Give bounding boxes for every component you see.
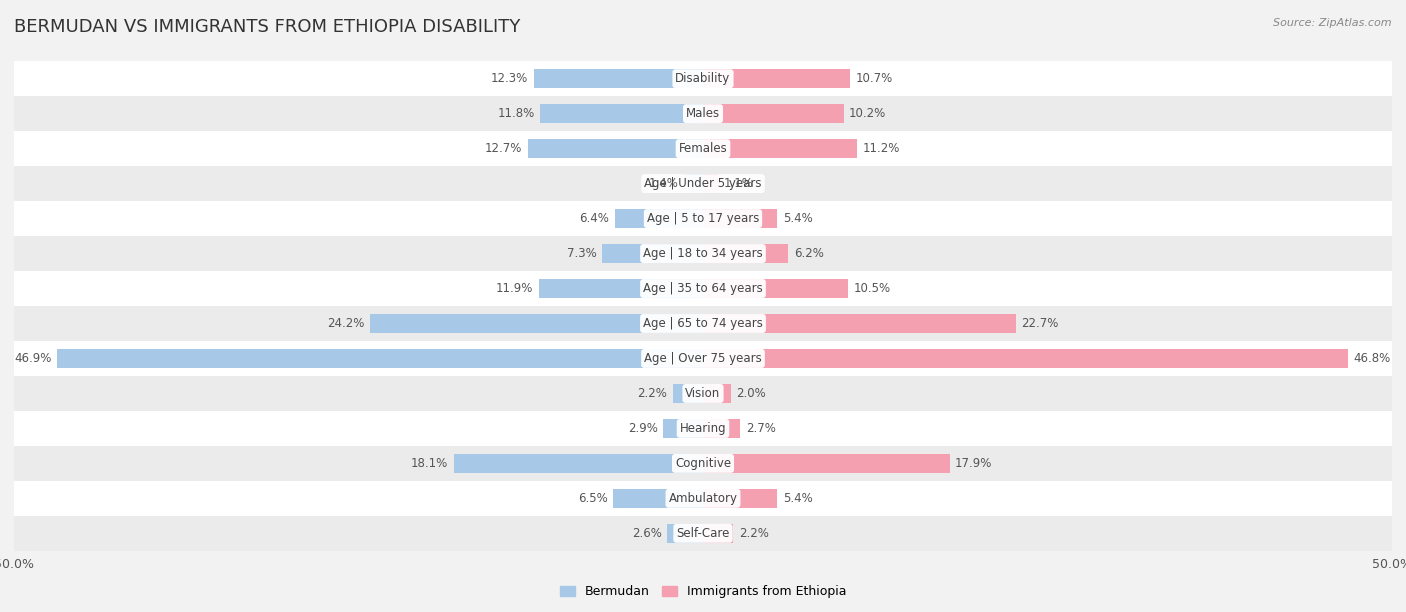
Text: 1.1%: 1.1% [724,177,754,190]
Bar [14,411,1392,446]
Bar [703,489,778,508]
Text: Males: Males [686,107,720,120]
Text: Source: ZipAtlas.com: Source: ZipAtlas.com [1274,18,1392,28]
Bar [533,69,703,88]
Bar [14,516,1392,551]
Bar [703,349,1348,368]
Text: Age | 35 to 64 years: Age | 35 to 64 years [643,282,763,295]
Text: 10.7%: 10.7% [856,72,893,85]
Text: 46.9%: 46.9% [14,352,51,365]
Bar [56,349,703,368]
Text: Vision: Vision [685,387,721,400]
Bar [703,453,949,473]
Bar [703,419,740,438]
Bar [664,419,703,438]
Bar [614,209,703,228]
Text: 10.2%: 10.2% [849,107,886,120]
Bar [14,61,1392,96]
Bar [14,341,1392,376]
Bar [703,244,789,263]
Text: 10.5%: 10.5% [853,282,890,295]
Text: 2.7%: 2.7% [745,422,776,435]
Text: 5.4%: 5.4% [783,492,813,505]
Bar [602,244,703,263]
Text: Age | 65 to 74 years: Age | 65 to 74 years [643,317,763,330]
Text: 2.2%: 2.2% [738,527,769,540]
Bar [538,279,703,298]
Text: Age | Over 75 years: Age | Over 75 years [644,352,762,365]
Text: 11.2%: 11.2% [863,142,900,155]
Bar [14,376,1392,411]
Text: 1.4%: 1.4% [648,177,678,190]
Text: 5.4%: 5.4% [783,212,813,225]
Bar [703,139,858,159]
Text: 17.9%: 17.9% [955,457,993,470]
Bar [529,139,703,159]
Text: 22.7%: 22.7% [1021,317,1059,330]
Text: 24.2%: 24.2% [326,317,364,330]
Text: 6.5%: 6.5% [578,492,607,505]
Text: 7.3%: 7.3% [567,247,598,260]
Text: 11.8%: 11.8% [498,107,534,120]
Text: 6.2%: 6.2% [794,247,824,260]
Bar [14,131,1392,166]
Text: Disability: Disability [675,72,731,85]
Bar [703,209,778,228]
Bar [703,524,734,543]
Text: 2.2%: 2.2% [637,387,668,400]
Text: 2.9%: 2.9% [627,422,658,435]
Bar [613,489,703,508]
Text: 18.1%: 18.1% [411,457,449,470]
Text: Age | 5 to 17 years: Age | 5 to 17 years [647,212,759,225]
Bar [14,306,1392,341]
Bar [14,446,1392,481]
Text: Cognitive: Cognitive [675,457,731,470]
Text: BERMUDAN VS IMMIGRANTS FROM ETHIOPIA DISABILITY: BERMUDAN VS IMMIGRANTS FROM ETHIOPIA DIS… [14,18,520,36]
Bar [703,174,718,193]
Text: 6.4%: 6.4% [579,212,609,225]
Bar [14,96,1392,131]
Bar [703,279,848,298]
Bar [703,384,731,403]
Text: Hearing: Hearing [679,422,727,435]
Bar [370,314,703,333]
Text: Ambulatory: Ambulatory [668,492,738,505]
Text: 12.3%: 12.3% [491,72,529,85]
Bar [703,314,1015,333]
Bar [14,236,1392,271]
Bar [14,201,1392,236]
Bar [540,104,703,123]
Text: 2.6%: 2.6% [631,527,662,540]
Text: 12.7%: 12.7% [485,142,523,155]
Bar [683,174,703,193]
Legend: Bermudan, Immigrants from Ethiopia: Bermudan, Immigrants from Ethiopia [554,580,852,603]
Text: Females: Females [679,142,727,155]
Text: Age | 18 to 34 years: Age | 18 to 34 years [643,247,763,260]
Text: Age | Under 5 years: Age | Under 5 years [644,177,762,190]
Bar [14,481,1392,516]
Bar [454,453,703,473]
Text: 2.0%: 2.0% [737,387,766,400]
Text: Self-Care: Self-Care [676,527,730,540]
Bar [703,104,844,123]
Bar [672,384,703,403]
Text: 11.9%: 11.9% [496,282,533,295]
Text: 46.8%: 46.8% [1354,352,1391,365]
Bar [14,271,1392,306]
Bar [14,166,1392,201]
Bar [668,524,703,543]
Bar [703,69,851,88]
